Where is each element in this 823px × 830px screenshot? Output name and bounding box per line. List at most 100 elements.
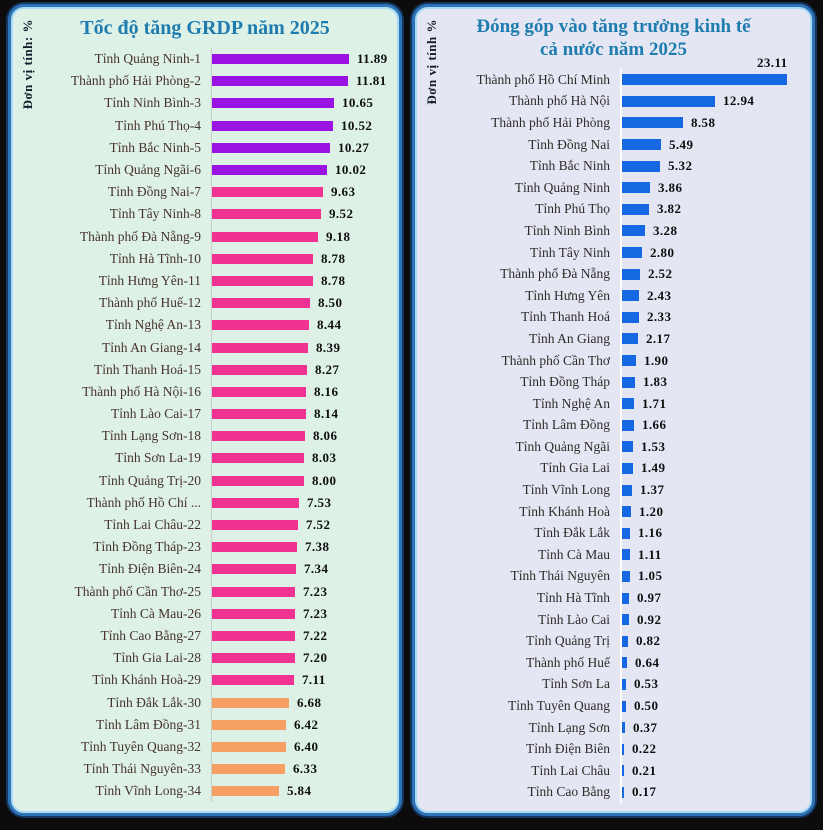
- bar-category-label: Tỉnh Điện Biên: [526, 741, 610, 757]
- bar-track: 1.83: [620, 371, 812, 393]
- bar-row: Thành phố Huế 0.64: [415, 652, 812, 674]
- chart-panel-grdp-growth: Đơn vị tính: % Tốc độ tăng GRDP năm 2025…: [8, 4, 402, 816]
- bar-category-label: Tỉnh Thái Nguyên-33: [83, 761, 201, 777]
- bar-category-label: Tỉnh Khánh Hoà: [519, 503, 610, 519]
- bar-value-label: 1.49: [641, 460, 666, 476]
- bar-track: 7.52: [211, 513, 399, 537]
- bar-category-label: Tỉnh An Giang: [529, 330, 610, 346]
- bar-row: Tỉnh Khánh Hoà 1.20: [415, 500, 812, 523]
- bar-row: Tỉnh Hưng Yên 2.43: [415, 284, 812, 307]
- bar-value-label: 10.27: [338, 139, 370, 155]
- bar-category-label: Tỉnh An Giang-14: [102, 339, 201, 355]
- bar: [212, 697, 289, 708]
- bar-track: 0.50: [620, 695, 812, 717]
- bar-row: Tỉnh Quảng Ngãi-6 10.02: [11, 158, 399, 182]
- bar-category-label: Thành phố Hồ Chí ...: [86, 494, 201, 510]
- bar: [212, 98, 334, 109]
- bar: [212, 76, 348, 87]
- bar-category-label: Tỉnh Tây Ninh: [530, 244, 610, 260]
- bar-value-label: 3.82: [657, 201, 682, 217]
- bar: [212, 475, 304, 486]
- bar-row: Tỉnh Thanh Hoá 2.33: [415, 306, 812, 329]
- bar-track: 11.89: [211, 48, 399, 71]
- bar-row: Tỉnh Quảng Trị-20 8.00: [11, 469, 399, 492]
- bar-category-label: Tỉnh Cao Bằng: [527, 784, 611, 800]
- bar-category-label: Thành phố Đà Nẵng: [500, 266, 610, 282]
- bar-row: Tỉnh Nghệ An-13 8.44: [11, 314, 399, 337]
- bar-row: Tỉnh An Giang 2.17: [415, 328, 812, 350]
- bar: [622, 247, 642, 259]
- bar-row: Thành phố Huế-12 8.50: [11, 292, 399, 315]
- bar: [212, 741, 286, 752]
- bar-track: 8.06: [211, 425, 399, 448]
- bar-track: 1.49: [620, 457, 812, 480]
- bar: [212, 209, 321, 220]
- bar-value-label: 0.97: [637, 590, 662, 606]
- bar-row: Tỉnh Lào Cai 0.92: [415, 608, 812, 631]
- bar: [622, 462, 633, 474]
- bar-category-label: Tỉnh Đồng Tháp-23: [93, 539, 201, 555]
- bar-track: 7.11: [211, 669, 399, 692]
- bar-track: 9.52: [211, 203, 399, 226]
- bar: [622, 743, 624, 755]
- bar-category-label: Tỉnh Bắc Ninh-5: [109, 139, 201, 155]
- bar-row: Tỉnh Hưng Yên-11 8.78: [11, 269, 399, 293]
- bar-row: Thành phố Cần Thơ 1.90: [415, 349, 812, 372]
- bar-value-label: 7.20: [303, 650, 328, 666]
- bar-track: 2.43: [620, 284, 812, 307]
- bar-track: 0.92: [620, 608, 812, 631]
- bar-row: Tỉnh Quảng Ngãi 1.53: [415, 436, 812, 458]
- bar: [212, 497, 299, 508]
- bar: [212, 364, 307, 375]
- bar-value-label: 12.94: [723, 93, 755, 109]
- bar: [622, 506, 631, 518]
- bar-row: Tỉnh Hà Tĩnh-10 8.78: [11, 247, 399, 270]
- bar-row: Tỉnh Điện Biên-24 7.34: [11, 558, 399, 581]
- bar-category-label: Tỉnh Ninh Bình: [524, 222, 610, 238]
- bar-row: Tỉnh Đắk Lắk-30 6.68: [11, 691, 399, 714]
- bar-row: Tỉnh Đồng Tháp 1.83: [415, 371, 812, 393]
- bar-category-label: Tỉnh Hưng Yên: [525, 287, 610, 303]
- bar-row: Thành phố Đà Nẵng 2.52: [415, 263, 812, 285]
- bar-rows-container: Tỉnh Quảng Ninh-1 11.89 Thành phố Hải Ph…: [11, 48, 399, 803]
- bar-row: Thành phố Hồ Chí Minh 23.11: [415, 55, 812, 91]
- bar-value-label: 8.50: [318, 295, 343, 311]
- bar: [622, 527, 630, 539]
- bar-row: Tỉnh Quảng Ninh 3.86: [415, 176, 812, 199]
- bar-category-label: Tỉnh Hà Tĩnh: [536, 590, 610, 606]
- bar-row: Tỉnh Lai Châu 0.21: [415, 760, 812, 782]
- bar-value-label: 1.90: [644, 352, 669, 368]
- chart-title-line-2: cả nước năm 2025: [540, 39, 687, 60]
- bar-track: 7.23: [211, 602, 399, 625]
- bar-row: Tỉnh Đồng Tháp-23 7.38: [11, 536, 399, 559]
- bar: [622, 311, 639, 323]
- bar-value-label: 5.32: [668, 158, 693, 174]
- bar-category-label: Thành phố Hải Phòng-2: [70, 73, 201, 89]
- bar-track: 0.37: [620, 716, 812, 739]
- bar-track: 5.84: [211, 780, 399, 803]
- bar-track: 2.17: [620, 328, 812, 350]
- bar-value-label: 0.22: [632, 741, 657, 757]
- bar: [622, 722, 625, 734]
- bar-category-label: Tỉnh Ninh Bình-3: [104, 95, 201, 111]
- bar-track: 6.42: [211, 713, 399, 736]
- bar-value-label: 8.14: [314, 406, 339, 422]
- bar-value-label: 7.22: [303, 627, 328, 643]
- bar: [622, 117, 683, 129]
- bar-category-label: Thành phố Hải Phòng: [491, 114, 610, 130]
- bar: [212, 520, 298, 531]
- bar-track: 0.21: [620, 760, 812, 782]
- bar: [622, 182, 650, 194]
- bar-row: Tỉnh Lạng Sơn-18 8.06: [11, 425, 399, 448]
- bar-track: 10.65: [211, 92, 399, 115]
- bar-category-label: Tỉnh Lâm Đồng-31: [96, 716, 201, 732]
- bar: [212, 231, 318, 242]
- bar-track: 7.22: [211, 624, 399, 648]
- bar-row: Tỉnh Bắc Ninh-5 10.27: [11, 136, 399, 159]
- bar: [212, 298, 310, 309]
- bar-track: 1.16: [620, 522, 812, 545]
- bar-category-label: Thành phố Hồ Chí Minh: [476, 71, 611, 87]
- bar-value-label: 1.37: [640, 482, 665, 498]
- bar-track: 0.64: [620, 652, 812, 674]
- bar-track: 23.11: [620, 55, 812, 91]
